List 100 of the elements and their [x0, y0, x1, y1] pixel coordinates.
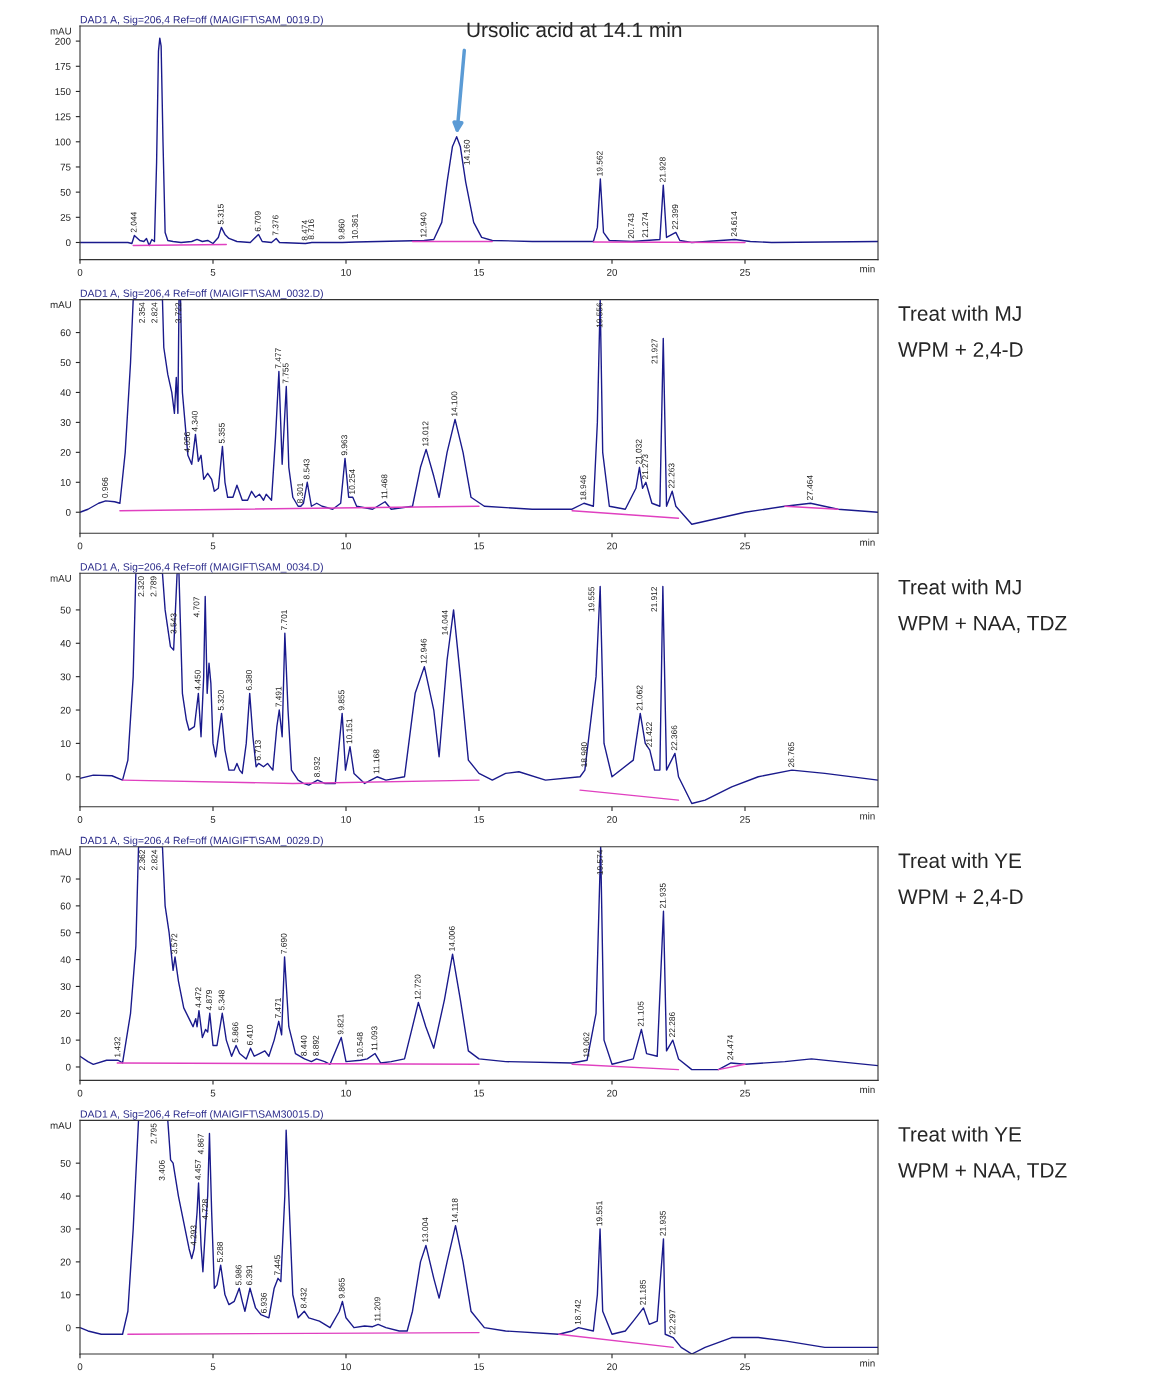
annotation: 4.450 — [194, 670, 201, 691]
annotation: 22.399 — [672, 204, 679, 230]
x-tick-label: 20 — [607, 816, 618, 823]
annotation: 4.879 — [206, 990, 213, 1011]
annotation: 4.867 — [197, 1133, 204, 1155]
y-tick-label: 50 — [60, 359, 71, 367]
annotation: 9.865 — [338, 1278, 345, 1299]
text: Treat with MJ — [898, 305, 1021, 321]
y-tick-label: 50 — [60, 606, 71, 614]
annotation: 27.464 — [806, 475, 813, 501]
y-tick-label: 10 — [60, 479, 71, 486]
annotation: 6.391 — [246, 1264, 253, 1285]
chart-title: DAD1 A, Sig=206,4 Ref=off (MAIGIFT\SAM_0019.D) — [80, 15, 323, 26]
annotation: 5.320 — [217, 690, 224, 711]
y-tick-label: 40 — [60, 389, 71, 397]
x-tick-label: 0 — [77, 1363, 83, 1371]
y-tick-label: 30 — [60, 1225, 71, 1233]
annotation: 13.004 — [422, 1217, 429, 1243]
annotation: 4.293 — [190, 1225, 197, 1246]
annotation: 8.301 — [297, 483, 304, 504]
x-tick-label: 20 — [607, 268, 618, 276]
annotation: 5.348 — [218, 990, 225, 1011]
x-tick-label: 5 — [210, 816, 216, 823]
annotation: 19.574 — [597, 849, 603, 875]
annotation: 3.543 — [170, 613, 177, 634]
annotation: 2.354 — [138, 302, 145, 323]
annotation: 2.362 — [139, 849, 146, 871]
line-series — [80, 37, 878, 247]
annotation: 8.474 — [301, 220, 308, 241]
annotation: 8.432 — [300, 1288, 307, 1309]
y-axis-title: mAU — [50, 1122, 71, 1129]
text: WPM + NAA, TDZ — [898, 1163, 1067, 1181]
y-tick-label: 10 — [60, 1291, 71, 1299]
y-axis-title: mAU — [50, 848, 71, 856]
x-tick-label: 15 — [474, 816, 484, 823]
annotation: 1.432 — [114, 1037, 121, 1057]
annotation: 7.477 — [275, 348, 282, 369]
annotation: 22.297 — [669, 1309, 676, 1335]
annotation: 4.472 — [195, 987, 202, 1008]
annotation: 2.044 — [130, 212, 137, 233]
annotation: 7.690 — [280, 933, 287, 954]
annotation: 10.151 — [346, 718, 353, 744]
x-tick-label: 15 — [474, 1089, 484, 1097]
annotation: 11.468 — [381, 474, 388, 499]
annotation: 6.936 — [260, 1292, 267, 1313]
annotation: 21.935 — [659, 1210, 666, 1236]
x-tick-label: 25 — [740, 268, 750, 276]
x-tick-label: 25 — [740, 816, 750, 823]
annotation: 8.440 — [300, 1035, 307, 1056]
annotation: 5.315 — [217, 204, 224, 225]
chart-title: DAD1 A, Sig=206,4 Ref=off (MAIGIFT\SAM30015.D) — [80, 1110, 323, 1120]
y-tick-label: 50 — [60, 188, 71, 196]
y-axis-title: mAU — [50, 301, 71, 309]
text: Treat with YE — [898, 1126, 1021, 1142]
annotation: 24.474 — [727, 1034, 734, 1060]
y-tick-label: 75 — [60, 163, 71, 171]
line-series — [80, 1120, 878, 1354]
x-tick-label: 5 — [210, 1363, 216, 1371]
y-tick-label: 125 — [55, 113, 71, 121]
y-tick-label: 175 — [55, 63, 71, 70]
annotation: 22.286 — [669, 1012, 676, 1037]
annotation: 22.366 — [671, 725, 678, 751]
annotation: 21.927 — [651, 338, 658, 364]
annotation: 21.105 — [637, 1001, 644, 1027]
y-tick-label: 40 — [60, 640, 71, 647]
annotation: 9.855 — [338, 690, 345, 711]
annotation: 10.254 — [349, 469, 355, 494]
annotation: 14.160 — [463, 139, 470, 165]
annotation: 14.006 — [448, 926, 455, 951]
y-tick-label: 10 — [60, 1036, 71, 1044]
annotation: 5.355 — [218, 423, 225, 444]
chart-title: DAD1 A, Sig=206,4 Ref=off (MAIGIFT\SAM_0034.D) — [80, 562, 323, 573]
annotation: 8.716 — [308, 219, 315, 240]
x-tick-label: 20 — [607, 1089, 618, 1097]
annotation: 7.376 — [272, 215, 279, 236]
chart-title: DAD1 A, Sig=206,4 Ref=off (MAIGIFT\SAM_0032.D) — [80, 289, 323, 299]
y-tick-label: 20 — [60, 1258, 71, 1266]
annotation: 6.410 — [246, 1024, 253, 1045]
text: WPM + 2,4-D — [898, 889, 1023, 907]
annotation: 14.118 — [451, 1198, 458, 1223]
annotation: Ursolic acid at 14.1 min — [467, 21, 682, 38]
y-tick-label: 0 — [65, 1063, 71, 1071]
x-tick-label: 20 — [607, 1363, 618, 1371]
y-tick-label: 50 — [60, 929, 71, 937]
x-tick-label: 10 — [341, 816, 352, 823]
annotation: 10.361 — [351, 214, 358, 239]
y-tick-label: 150 — [55, 88, 71, 96]
y-tick-label: 0 — [65, 773, 71, 781]
x-tick-label: 0 — [77, 816, 83, 823]
annotation: 3.406 — [158, 1160, 165, 1181]
x-tick-label: 15 — [474, 268, 484, 276]
x-tick-label: 0 — [77, 1089, 83, 1097]
x-tick-label: 25 — [740, 1089, 750, 1097]
annotation: 4.728 — [202, 1199, 208, 1220]
annotation: 18.742 — [574, 1299, 581, 1325]
x-tick-label: 5 — [210, 1089, 216, 1097]
y-tick-label: 20 — [60, 449, 71, 456]
annotation: 2.789 — [150, 576, 157, 597]
annotation: 21.935 — [659, 883, 666, 909]
annotation: 8.932 — [313, 756, 320, 777]
